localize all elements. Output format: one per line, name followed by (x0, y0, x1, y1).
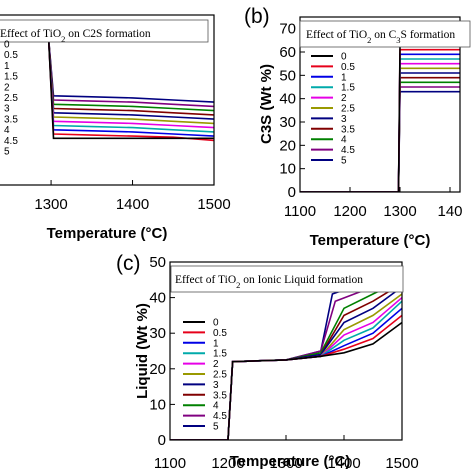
series-line-1 (300, 53, 460, 192)
x-tick-label: 1400 (116, 196, 149, 213)
x-tick-label: 1200 (211, 455, 244, 472)
legend-label-0: 0 (341, 52, 347, 63)
y-axis-label: C3S (Wt %) (258, 64, 275, 144)
legend-label-0.5: 0.5 (4, 50, 18, 61)
series-line-3 (0, 37, 214, 120)
series-line-0.5 (0, 37, 214, 142)
legend-label-0: 0 (4, 40, 10, 51)
x-axis-label: Temperature (°C) (310, 232, 431, 249)
chart-title-box (0, 19, 209, 43)
y-tick-label: 0 (158, 432, 166, 449)
y-tick-label: 10 (149, 396, 166, 413)
panel-b-chart: 1100 1200 1300 140010203040506070Temperatur… (258, 16, 471, 249)
panel-label-c: (c) (116, 252, 141, 275)
series-group (170, 268, 402, 440)
legend-label-2.5: 2.5 (213, 370, 227, 381)
legend-label-2.5: 2.5 (341, 104, 355, 115)
plot-frame (299, 16, 461, 193)
legend-label-4: 4 (4, 125, 10, 136)
x-axis-label: Temperature (°C) (47, 225, 168, 242)
panel-label-b: (b) (244, 5, 270, 28)
legend-label-4.5: 4.5 (4, 136, 18, 147)
y-tick-label: 30 (279, 114, 296, 131)
legend-label-1.5: 1.5 (341, 83, 355, 94)
legend-label-1: 1 (213, 338, 219, 349)
panel-a-chart: 1200130014001500Temperature (°C)Effect o… (0, 14, 231, 242)
x-tick-label: 1500 (197, 196, 230, 213)
y-tick-label: 0 (288, 184, 296, 201)
series-line-0 (170, 321, 402, 440)
series-line-4 (300, 81, 460, 192)
legend-label-0.5: 0.5 (341, 62, 355, 73)
y-tick-label: 40 (279, 91, 296, 108)
legend-label-2: 2 (213, 359, 219, 370)
y-tick-label: 70 (279, 21, 296, 38)
y-tick-label: 10 (279, 161, 296, 178)
x-axis-label: Temperature (°C) (230, 453, 351, 470)
series-line-3.5 (0, 37, 214, 116)
x-tick-label: 1200 (333, 203, 366, 220)
series-group (0, 37, 214, 142)
legend-label-3: 3 (213, 380, 219, 391)
legend-label-1.5: 1.5 (4, 72, 18, 83)
chart-title-box (170, 265, 404, 293)
series-line-1.5 (300, 58, 460, 192)
legend-label-4.5: 4.5 (341, 145, 355, 156)
legend-label-4: 4 (213, 401, 219, 412)
x-tick-label: 1100 (284, 203, 316, 220)
chart-title-box (299, 20, 471, 48)
legend-label-1: 1 (4, 61, 10, 72)
series-line-5 (0, 37, 214, 103)
panel-c-chart: 1100 1200 1300 1400 150001020304050Temperatu… (134, 254, 419, 472)
series-line-3 (300, 72, 460, 192)
legend-label-3.5: 3.5 (341, 124, 355, 135)
legend-label-1.5: 1.5 (213, 349, 227, 360)
x-tick-label: 140 (437, 203, 462, 220)
plot-frame (0, 14, 215, 186)
series-group (300, 44, 460, 192)
series-line-2.5 (170, 293, 402, 440)
x-tick-label: 1300 (269, 455, 302, 472)
x-tick-label: 1300 (34, 196, 67, 213)
legend-label-3: 3 (4, 104, 10, 115)
legend-label-4.5: 4.5 (213, 411, 227, 422)
x-tick-label: 1400 (327, 455, 360, 472)
series-line-0.5 (300, 48, 460, 192)
chart-title: Effect of TiO2 on Ionic Liquid formation (175, 274, 363, 290)
legend-label-5: 5 (4, 147, 10, 158)
y-tick-label: 40 (149, 290, 166, 307)
legend-label-2: 2 (341, 93, 347, 104)
legend-label-0.5: 0.5 (213, 328, 227, 339)
chart-title: Effect of TiO2 on C3S formation (306, 29, 455, 45)
legend-label-0: 0 (213, 318, 219, 329)
y-tick-label: 20 (279, 137, 296, 154)
y-tick-label: 30 (149, 325, 166, 342)
x-tick-label: 1300 (383, 203, 416, 220)
x-tick-label: 1500 (385, 455, 418, 472)
series-line-5 (170, 268, 402, 440)
y-axis-label: Liquid (Wt %) (134, 303, 151, 399)
y-tick-label: 50 (279, 67, 296, 84)
x-tick-label: 1100 (154, 455, 186, 472)
y-tick-label: 50 (149, 254, 166, 271)
legend-label-4: 4 (341, 135, 347, 146)
y-tick-label: 20 (149, 361, 166, 378)
chart-title: Effect of TiO2 on C2S formation (0, 28, 151, 44)
legend-label-3: 3 (341, 114, 347, 125)
series-line-3.5 (300, 76, 460, 192)
legend-label-3.5: 3.5 (213, 390, 227, 401)
legend-label-2.5: 2.5 (4, 93, 18, 104)
series-line-5 (300, 90, 460, 192)
legend-label-2: 2 (4, 82, 10, 93)
legend-label-5: 5 (213, 422, 219, 433)
legend-label-1: 1 (341, 72, 347, 83)
series-line-0.5 (170, 314, 402, 440)
legend-label-3.5: 3.5 (4, 114, 18, 125)
series-line-4.5 (0, 37, 214, 108)
legend-label-5: 5 (341, 156, 347, 167)
y-tick-label: 60 (279, 44, 296, 61)
